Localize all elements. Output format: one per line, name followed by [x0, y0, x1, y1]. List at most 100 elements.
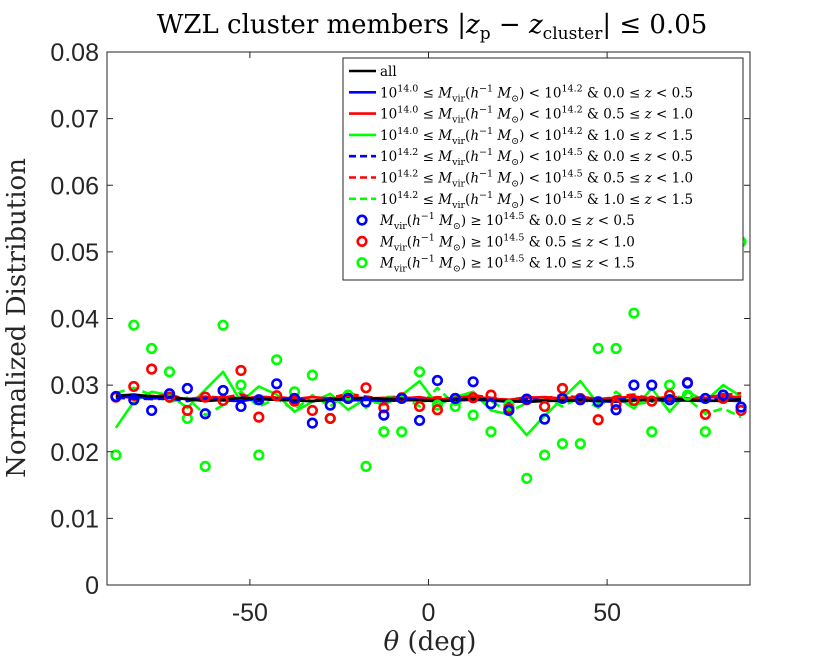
data-point-circles-green	[467, 409, 479, 421]
legend-entry-dashed-red: 1014.2 ≤ Mvir(h−1 M⊙) < 1014.5 & 0.5 ≤ z…	[349, 169, 693, 190]
data-point-circles-blue	[556, 392, 569, 405]
legend-label: Mvir(h−1 M⊙) ≥ 1014.5 & 0.0 ≤ z < 0.5	[379, 211, 635, 232]
data-point-circles-green	[681, 389, 694, 401]
data-point-circles-green	[521, 472, 533, 485]
data-point-circles-blue	[253, 394, 265, 406]
y-tick-label: 0.02	[50, 439, 99, 467]
y-tick-label: 0.05	[50, 239, 99, 267]
y-tick-label: 0.01	[50, 505, 99, 533]
data-point-circles-blue	[181, 382, 193, 395]
data-point-circles-blue	[146, 404, 158, 417]
data-point-circles-green	[253, 449, 265, 461]
data-point-circles-red	[413, 400, 426, 413]
data-point-circles-blue	[413, 414, 426, 427]
legend: all 1014.0 ≤ Mvir(h−1 M⊙) < 1014.2 & 0.0 …	[342, 57, 744, 281]
data-point-circles-green	[306, 369, 319, 381]
data-point-circles-blue	[342, 392, 354, 405]
legend-label: 1014.0 ≤ Mvir(h−1 M⊙) < 1014.2 & 1.0 ≤ z…	[380, 126, 693, 147]
y-axis-label: Normalized Distribution	[2, 158, 32, 478]
data-point-circles-green	[217, 319, 229, 331]
x-axis-label: θ (deg)	[384, 627, 477, 657]
data-point-circles-red	[610, 398, 622, 411]
series-all	[115, 393, 742, 404]
data-point-circles-blue	[217, 384, 229, 397]
data-point-circles-red	[146, 363, 158, 375]
data-point-circles-blue	[306, 417, 319, 429]
data-point-circles-green	[146, 342, 158, 355]
data-point-circles-green	[378, 426, 390, 438]
legend-marker	[356, 235, 368, 247]
legend-label: Mvir(h−1 M⊙) ≥ 1014.5 & 1.0 ≤ z < 1.5	[379, 254, 635, 275]
legend-label: Mvir(h−1 M⊙) ≥ 1014.5 & 0.5 ≤ z < 1.0	[379, 232, 635, 253]
data-point-circles-red	[467, 392, 479, 404]
data-point-circles-blue	[735, 401, 747, 413]
data-point-circles-green	[271, 354, 283, 366]
data-point-circles-green	[396, 426, 408, 438]
data-point-circles-green	[556, 438, 569, 450]
data-point-circles-blue	[538, 413, 551, 425]
data-point-circles-red	[324, 412, 336, 425]
legend-entry-circles-blue: Mvir(h−1 M⊙) ≥ 1014.5 & 0.0 ≤ z < 0.5	[356, 211, 635, 232]
legend-entry-solid-blue: 1014.0 ≤ Mvir(h−1 M⊙) < 1014.2 & 0.0 ≤ z…	[349, 83, 693, 104]
legend-entry-circles-red: Mvir(h−1 M⊙) ≥ 1014.5 & 0.5 ≤ z < 1.0	[356, 232, 635, 253]
series-dashed-green	[115, 386, 742, 419]
data-point-circles-blue	[521, 393, 533, 405]
data-point-circles-green	[699, 426, 711, 438]
legend-marker	[356, 257, 368, 269]
series-layer	[110, 236, 747, 485]
svg-text:WZL cluster members |zp − zclu: WZL cluster members |zp − zcluster| ≤ 0.…	[157, 10, 708, 44]
data-point-circles-blue	[485, 398, 497, 410]
y-tick-label: 0	[85, 572, 99, 600]
legend-label: 1014.2 ≤ Mvir(h−1 M⊙) < 1014.5 & 1.0 ≤ z…	[380, 190, 693, 211]
data-point-circles-blue	[360, 396, 372, 408]
y-tick-label: 0.06	[50, 172, 99, 200]
data-point-circles-blue	[271, 378, 283, 390]
data-point-circles-green	[110, 449, 122, 461]
data-point-circles-red	[306, 404, 319, 417]
x-tick-label: 50	[593, 599, 621, 627]
series-circles-green	[110, 236, 747, 485]
data-point-circles-green	[431, 399, 444, 411]
legend-entries: all 1014.0 ≤ Mvir(h−1 M⊙) < 1014.2 & 0.0 …	[349, 64, 693, 275]
data-point-circles-green	[235, 379, 247, 391]
legend-label: 1014.2 ≤ Mvir(h−1 M⊙) < 1014.5 & 0.0 ≤ z…	[380, 147, 693, 168]
legend-entry-dashed-blue: 1014.2 ≤ Mvir(h−1 M⊙) < 1014.5 & 0.0 ≤ z…	[349, 147, 693, 168]
legend-entry-dashed-green: 1014.2 ≤ Mvir(h−1 M⊙) < 1014.5 & 1.0 ≤ z…	[349, 190, 693, 211]
data-point-circles-red	[431, 404, 444, 416]
data-point-circles-blue	[235, 400, 247, 413]
data-point-circles-red	[128, 380, 140, 393]
data-point-circles-red	[235, 364, 247, 377]
data-point-circles-blue	[467, 376, 479, 388]
data-point-circles-blue	[681, 377, 694, 389]
data-point-circles-green	[199, 460, 211, 473]
data-point-circles-blue	[128, 394, 140, 406]
data-point-circles-blue	[378, 409, 390, 421]
y-tick-label: 0.03	[50, 372, 99, 400]
data-point-circles-blue	[396, 392, 408, 405]
legend-entry-solid-red: 1014.0 ≤ Mvir(h−1 M⊙) < 1014.2 & 0.5 ≤ z…	[349, 105, 693, 126]
data-point-circles-red	[699, 408, 711, 421]
data-point-circles-blue	[503, 404, 515, 417]
legend-marker	[356, 214, 368, 226]
data-point-circles-blue	[110, 390, 122, 403]
tick-layer: 0 0.01 0.02 0.03 0.04 0.05 0.06 0.07 0.08 -50 0 50	[50, 39, 750, 627]
data-point-circles-green	[163, 366, 176, 378]
legend-entry-all: all	[349, 64, 397, 80]
series-circles-blue	[110, 374, 747, 429]
data-point-circles-red	[538, 400, 551, 413]
x-tick-label: -50	[232, 599, 268, 627]
series-line-dashed-green	[115, 386, 742, 419]
data-point-circles-red	[592, 414, 604, 426]
data-point-circles-red	[360, 382, 372, 394]
data-point-circles-red	[253, 411, 265, 423]
svg-text:Normalized Distribution: Normalized Distribution	[2, 158, 32, 478]
data-point-circles-red	[199, 391, 211, 403]
data-point-circles-blue	[610, 404, 622, 416]
data-point-circles-red	[664, 389, 676, 401]
data-point-circles-red	[271, 390, 283, 402]
data-point-circles-blue	[449, 392, 461, 405]
data-point-circles-blue	[431, 374, 444, 387]
data-point-circles-green	[592, 342, 604, 355]
data-point-circles-green	[646, 426, 658, 438]
